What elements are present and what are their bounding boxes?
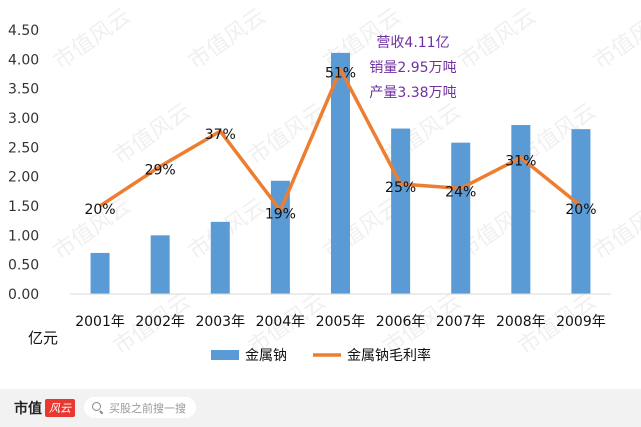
y-tick-label: 0.50 [8,258,39,274]
bar [150,235,170,294]
brand-name: 市值 [14,401,42,417]
bar [511,125,531,294]
x-tick-label: 2003年 [195,314,245,330]
svg-text:市值风云: 市值风云 [244,99,330,170]
x-tick-label: 2007年 [436,314,486,330]
search-placeholder: 买股之前搜一搜 [109,401,186,415]
svg-text:市值风云: 市值风云 [589,194,641,265]
y-tick-label: 4.00 [8,52,39,68]
svg-text:市值风云: 市值风云 [49,4,135,75]
chart-card: 市值风云 市值风云 市值风云 市值风云 市值风云 市值风云 市值风云 市值风云 市值风云 市值风云… [0,0,641,389]
bar [391,128,411,294]
y-tick-label: 2.00 [8,170,39,186]
bar [270,180,290,294]
data-label: 20% [84,202,115,218]
svg-text:市值风云: 市值风云 [184,4,270,75]
y-tick-label: 2.50 [8,140,39,156]
x-tick-label: 2002年 [135,314,185,330]
y-axis-label: 亿元 [28,329,58,347]
brand-logo[interactable]: 市值 风云 [14,398,75,418]
bar [451,142,471,294]
data-label: 37% [205,127,236,143]
x-tick-label: 2008年 [496,314,546,330]
y-tick-label: 1.50 [8,199,39,215]
y-tick-label: 4.50 [8,23,39,39]
y-tick-label: 1.00 [8,228,39,244]
x-tick-label: 2006年 [376,314,426,330]
annotation: 产量3.38万吨 [369,85,456,101]
data-label: 51% [325,66,356,82]
annotation: 销量2.95万吨 [369,60,456,76]
y-tick-label: 3.50 [8,82,39,98]
margin-line [99,67,583,213]
data-label: 20% [565,202,596,218]
legend-label: 金属钠毛利率 [347,347,431,364]
bar [90,252,110,294]
x-tick-label: 2005年 [316,314,366,330]
bar [571,129,591,294]
brand-seal: 风云 [45,399,75,417]
svg-text:市值风云: 市值风云 [109,99,195,170]
annotation: 营收4.11亿 [376,35,449,51]
data-label: 31% [505,154,536,170]
data-label: 24% [445,184,476,200]
search-icon [92,401,104,414]
data-label: 29% [145,162,176,178]
x-tick-label: 2001年 [75,314,125,330]
data-label: 25% [385,180,416,196]
x-tick-label: 2009年 [556,314,606,330]
search-box[interactable]: 买股之前搜一搜 [84,397,196,418]
svg-text:市值风云: 市值风云 [454,4,540,75]
bar [210,221,230,294]
legend-label: 金属钠 [245,348,287,364]
data-label: 19% [265,206,296,222]
legend-swatch-bar [211,350,239,360]
x-tick-label: 2004年 [256,314,306,330]
footer-bar: 市值 风云 买股之前搜一搜 [0,389,641,427]
svg-text:市值风云: 市值风云 [589,4,641,75]
bar [331,52,350,294]
y-tick-label: 3.00 [8,111,39,127]
y-tick-label: 0.00 [8,287,39,303]
